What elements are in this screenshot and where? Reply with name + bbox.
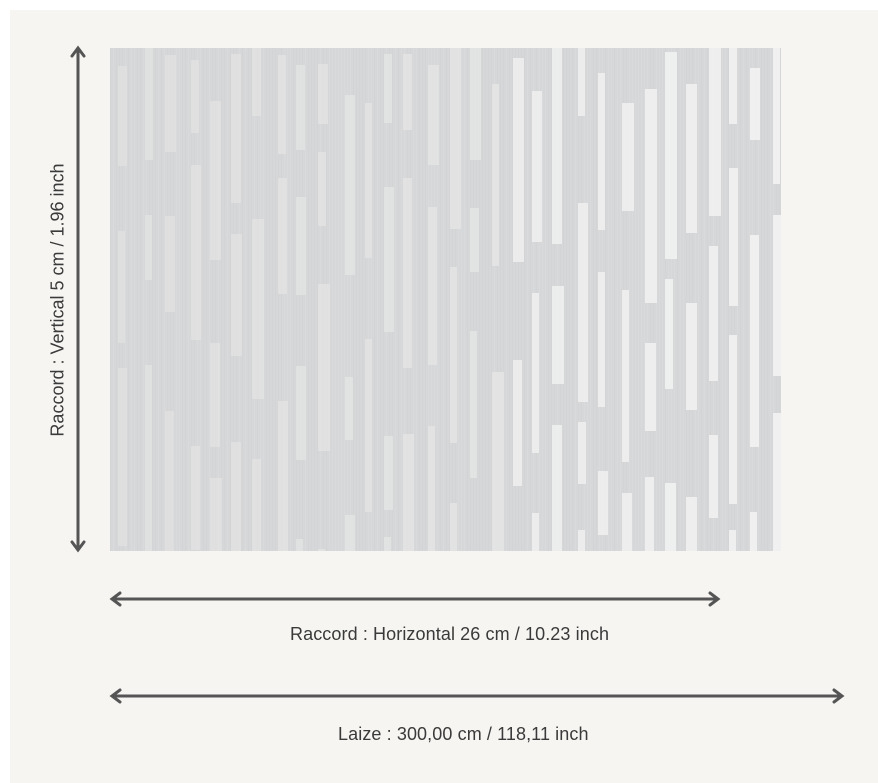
horizontal-repeat-label: Raccord : Horizontal 26 cm / 10.23 inch [290,624,610,644]
width-label: Laize : 300,00 cm / 118,11 inch [338,724,589,744]
vertical-repeat-arrow [70,45,86,553]
fabric-swatch [110,48,781,551]
vertical-repeat-label: Raccord : Vertical 5 cm / 1.96 inch [47,163,68,437]
width-arrow [109,688,845,704]
horizontal-repeat-arrow [109,591,721,607]
